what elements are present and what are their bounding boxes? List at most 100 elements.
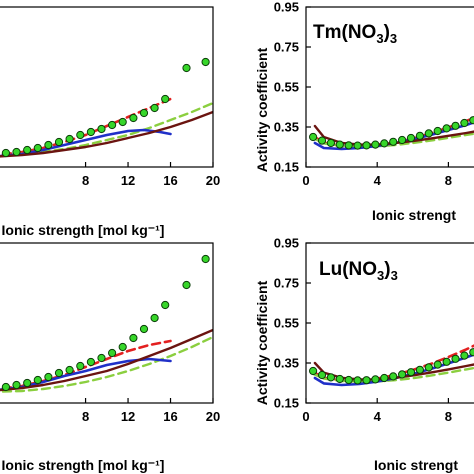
panel-top-left: 8 12 16 20 Ionic strength [mol kg⁻¹] — [0, 6, 220, 238]
bottom-right-ticks: 0 4 8 0.15 0.35 0.55 0.75 0.95 — [274, 236, 452, 425]
top-right-data-point — [415, 131, 424, 140]
bottom-right-data-point — [415, 365, 424, 374]
top-left-data-point — [108, 120, 117, 130]
top-right-x-tick-label: 4 — [374, 173, 382, 188]
panel-bottom-right: 0 4 8 0.15 0.35 0.55 0.75 0.95 Ionic strengt Ac… — [254, 236, 474, 473]
bottom-right-data-point — [335, 374, 344, 384]
top-left-data-point — [118, 117, 127, 127]
bottom-left-data-point — [97, 353, 106, 363]
bottom-left-data-point — [139, 324, 149, 334]
bottom-left-data-point — [1, 382, 10, 392]
top-right-data-point — [469, 116, 474, 125]
top-right-y-tick-label: 0.95 — [274, 0, 299, 15]
bottom-right-marks — [309, 344, 474, 387]
bottom-right-x-tick-label: 8 — [445, 409, 452, 424]
top-left-data-point — [65, 134, 74, 144]
bottom-left-data-point — [201, 254, 210, 264]
bottom-left-data-point — [12, 380, 21, 390]
top-left-data-point — [33, 143, 42, 153]
bottom-left-x-tick-label: 16 — [163, 409, 177, 424]
panel-top-right: 0 4 8 0.15 0.35 0.55 0.75 0.95 Ionic strengt Ac… — [254, 0, 474, 223]
bottom-left-data-point — [23, 378, 32, 388]
bottom-right-y-tick-label: 0.35 — [274, 356, 299, 371]
bottom-left-data-point — [150, 313, 159, 323]
top-left-data-point — [12, 147, 21, 157]
top-left-x-tick-label: 12 — [121, 173, 135, 188]
bottom-right-data-point — [451, 354, 460, 363]
top-right-marks — [309, 116, 474, 151]
top-left-x-tick-label: 8 — [82, 173, 89, 188]
bottom-left-data-point — [33, 375, 42, 385]
bottom-right-data-point — [309, 366, 318, 376]
top-left-data-point — [1, 148, 10, 158]
bottom-left-data-point — [118, 342, 127, 352]
bottom-right-data-point — [406, 368, 416, 377]
bottom-right-x-tick-label: 4 — [374, 409, 382, 424]
bottom-left-data-point — [65, 365, 74, 375]
top-right-data-point — [442, 124, 451, 133]
bottom-right-data-point — [389, 372, 398, 381]
bottom-left-data-point — [86, 357, 96, 367]
top-left-series-brown-solid — [0, 110, 213, 158]
bottom-left-x-tick-label: 20 — [206, 409, 220, 424]
bottom-left-data-point — [76, 361, 85, 371]
top-right-y-axis-label: Activity coefficient — [254, 47, 270, 172]
top-right-data-point — [380, 139, 389, 148]
top-right-x-tick-label: 8 — [445, 173, 452, 188]
top-right-data-point — [406, 133, 416, 143]
top-left-data-point — [182, 63, 191, 73]
bottom-right-y-tick-label: 0.75 — [274, 276, 299, 291]
bottom-right-y-axis-label: Activity coefficient — [254, 280, 270, 405]
bottom-right-data-point — [442, 357, 451, 366]
bottom-right-data-point — [326, 373, 335, 382]
bottom-right-x-tick-label: 0 — [302, 409, 309, 424]
top-left-frame — [0, 6, 214, 168]
top-left-data-point — [44, 140, 53, 150]
bottom-right-data-point — [344, 375, 353, 385]
bottom-left-series-blue-solid — [0, 357, 172, 392]
bottom-right-chart-title: Lu(NO3)3 — [319, 259, 398, 283]
bottom-left-x-axis-label: Ionic strength [mol kg⁻¹] — [2, 457, 165, 473]
top-left-marks — [0, 57, 213, 158]
top-left-data-point — [86, 127, 96, 137]
top-left-data-point — [76, 130, 85, 140]
bottom-right-series-green-dashed — [310, 366, 474, 383]
bottom-left-frame — [0, 242, 214, 404]
bottom-right-y-tick-label: 0.55 — [274, 316, 299, 331]
bottom-right-data-point — [469, 348, 474, 357]
bottom-right-data-point — [398, 370, 407, 379]
bottom-right-data-point — [317, 370, 327, 380]
top-left-data-point — [150, 103, 159, 113]
top-right-ticks: 0 4 8 0.15 0.35 0.55 0.75 0.95 — [274, 0, 452, 188]
top-right-y-tick-label: 0.15 — [274, 160, 299, 175]
top-left-data-point — [97, 124, 106, 134]
top-left-x-tick-label: 20 — [206, 173, 220, 188]
bottom-left-x-tick-label: 12 — [121, 409, 135, 424]
bottom-right-data-point — [433, 360, 442, 369]
top-right-chart-title: Tm(NO3)3 — [313, 22, 397, 46]
top-left-series-blue-solid — [0, 128, 172, 158]
top-right-y-tick-label: 0.35 — [274, 120, 299, 135]
top-right-data-point — [309, 132, 318, 142]
bottom-right-data-point — [362, 376, 371, 385]
bottom-right-y-tick-label: 0.95 — [274, 236, 299, 251]
bottom-right-data-point — [424, 363, 433, 372]
bottom-right-data-point — [371, 375, 380, 384]
top-left-data-point — [161, 94, 170, 104]
top-left-x-tick-label: 16 — [163, 173, 177, 188]
top-right-y-tick-label: 0.75 — [274, 40, 299, 55]
top-left-x-axis-label: Ionic strength [mol kg⁻¹] — [2, 222, 165, 238]
bottom-left-data-point — [108, 348, 117, 358]
top-right-data-point — [433, 126, 442, 136]
top-right-data-point — [389, 137, 398, 146]
bottom-left-data-point — [129, 333, 138, 343]
top-right-y-tick-label: 0.55 — [274, 80, 299, 95]
top-right-data-point — [353, 141, 362, 150]
top-right-data-point — [317, 136, 327, 145]
top-right-data-point — [371, 140, 380, 149]
bottom-right-data-point — [460, 351, 469, 360]
bottom-left-series-green-dashed — [0, 335, 213, 393]
top-left-data-point — [129, 113, 138, 123]
bottom-right-data-point — [353, 376, 362, 385]
